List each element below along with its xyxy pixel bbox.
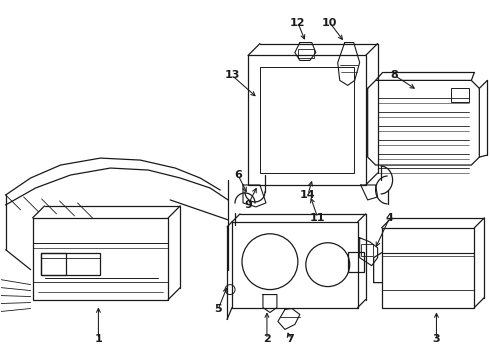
Text: 13: 13 (224, 71, 240, 80)
Bar (451, 88, 469, 102)
Bar (41, 253, 66, 275)
Text: 9: 9 (244, 200, 252, 210)
Bar (348, 252, 364, 272)
Text: 8: 8 (391, 71, 398, 80)
Bar (41, 253, 100, 275)
Bar (260, 67, 354, 173)
Text: 4: 4 (386, 213, 393, 223)
Text: 11: 11 (310, 213, 325, 223)
Text: 14: 14 (300, 190, 316, 200)
Text: 6: 6 (234, 170, 242, 180)
Bar (248, 55, 366, 185)
Text: 3: 3 (433, 334, 441, 345)
Text: 2: 2 (263, 334, 271, 345)
Text: 7: 7 (286, 334, 294, 345)
Bar (298, 49, 314, 58)
Text: 5: 5 (214, 305, 222, 315)
Text: 12: 12 (290, 18, 306, 28)
Text: 1: 1 (95, 334, 102, 345)
Bar (361, 244, 372, 256)
Text: 10: 10 (322, 18, 338, 28)
